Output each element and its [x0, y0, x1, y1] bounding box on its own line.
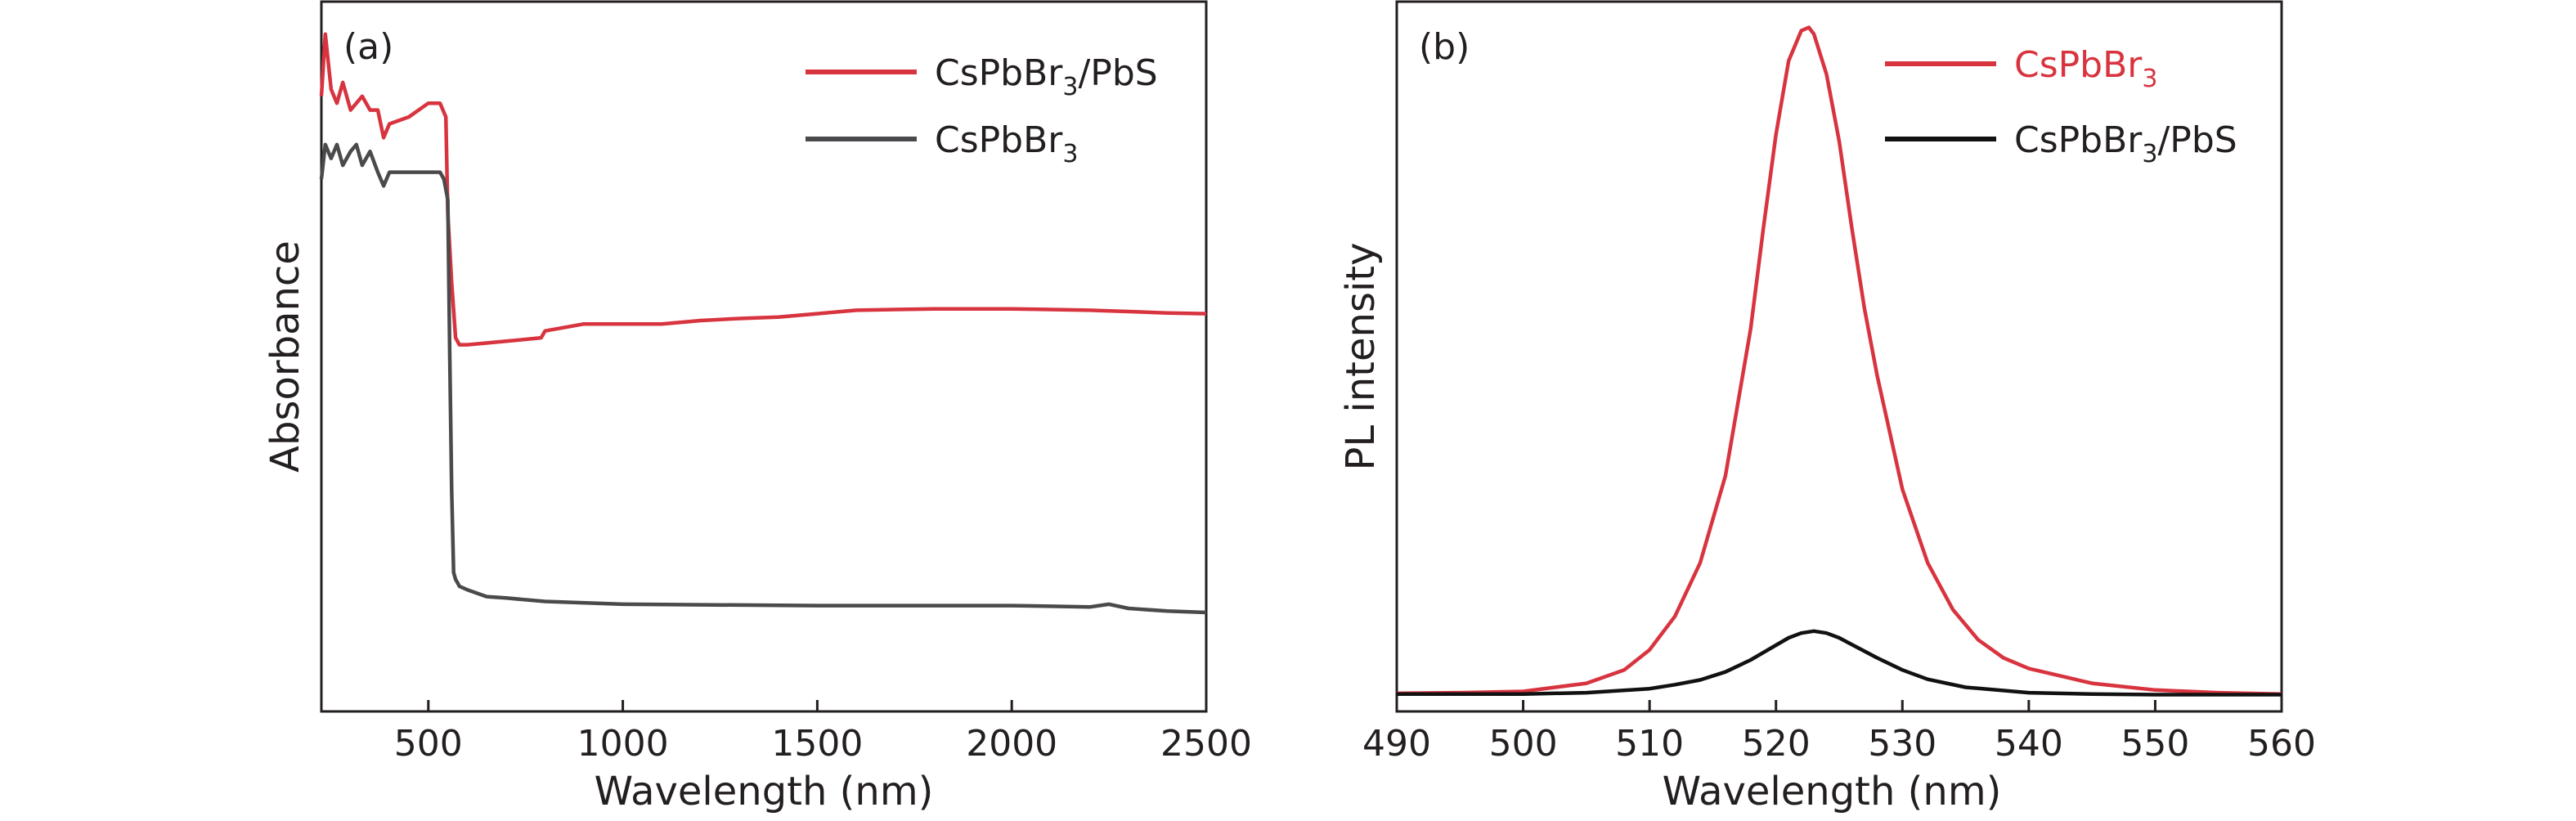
- panel-a-series: [319, 32, 1207, 615]
- panel-a-y-axis-label: Absorbance: [263, 240, 308, 473]
- panel-b-x-ticks: 490 500 510 520 530 540 550 560: [1362, 700, 2316, 765]
- panel-a-x-tick-label-500: 500: [394, 723, 463, 765]
- panel-a-label: (a): [343, 26, 393, 68]
- panel-b-x-tick-label-500: 500: [1489, 723, 1558, 765]
- panel-a-x-tick-label-2500: 2500: [1160, 723, 1252, 765]
- panel-a-x-axis-label: Wavelength (nm): [595, 769, 934, 814]
- panel-a-x-ticks: 500 1000 1500 2000 2500: [394, 700, 1252, 765]
- panel-b-x-tick-label-550: 550: [2120, 723, 2189, 765]
- panel-a-plot-frame: [320, 0, 1208, 713]
- panel-a-x-tick-label-1500: 1500: [771, 723, 863, 765]
- panel-b-legend-label-2: CsPbBr3/PbS: [2014, 119, 2237, 168]
- panel-b-x-tick-label-530: 530: [1868, 723, 1936, 765]
- panel-b-x-tick-label-540: 540: [1995, 723, 2063, 765]
- panel-b-pl-chart: 490 500 510 520 530 540 550 560 (b) Wavelength …: [1338, 0, 2316, 814]
- panel-b-legend: CsPbBr3 CsPbBr3/PbS: [1885, 44, 2237, 168]
- panel-b-series-line-2: [1397, 629, 2282, 697]
- panel-a-x-tick-label-2000: 2000: [966, 723, 1057, 765]
- panel-b-y-axis-label: PL intensity: [1338, 242, 1384, 470]
- panel-b-label: (b): [1419, 26, 1470, 68]
- panel-a-legend: CsPbBr3/PbS CsPbBr3: [806, 52, 1158, 168]
- panel-b-x-axis-label: Wavelength (nm): [1663, 769, 2002, 814]
- panel-b-x-tick-label-490: 490: [1362, 723, 1431, 765]
- panel-b-plot-frame: [1395, 0, 2283, 713]
- panel-b-x-tick-label-510: 510: [1615, 723, 1684, 765]
- panel-a-legend-label-1: CsPbBr3/PbS: [935, 52, 1158, 101]
- panel-a-series-line-1: [319, 32, 1207, 347]
- panel-b-x-tick-label-560: 560: [2247, 723, 2316, 765]
- panel-b-series: [1396, 25, 2282, 697]
- panel-a-x-tick-label-1000: 1000: [577, 723, 669, 765]
- panel-b-series-line-1: [1396, 25, 2282, 696]
- panel-b-x-tick-label-520: 520: [1742, 723, 1811, 765]
- panel-b-legend-label-1: CsPbBr3: [2014, 44, 2157, 93]
- panel-a-legend-label-2: CsPbBr3: [935, 119, 1078, 168]
- panel-a-series-line-2: [319, 142, 1207, 615]
- panel-a-absorbance-chart: 500 1000 1500 2000 2500 (a) Wavelength (nm) …: [263, 0, 1252, 814]
